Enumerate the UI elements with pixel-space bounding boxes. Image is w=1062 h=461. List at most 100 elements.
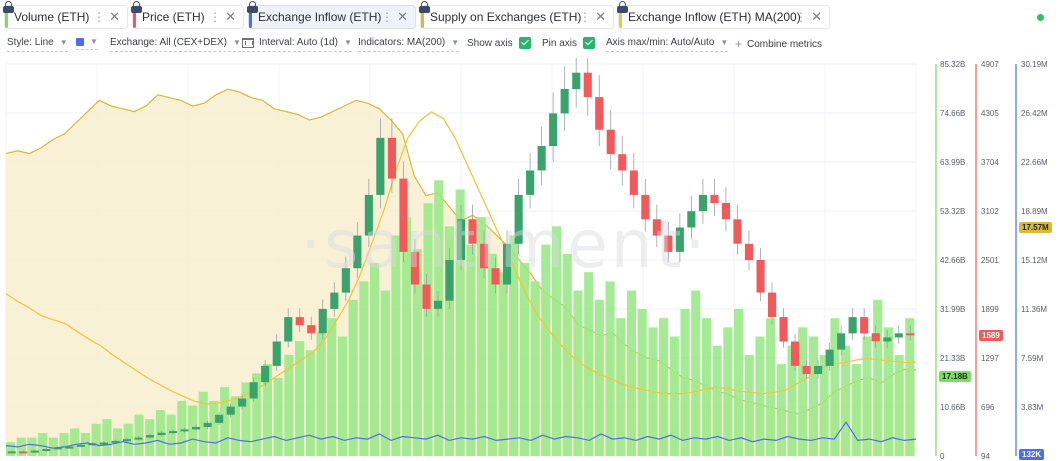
chart-toolbar: Style: Line ▼ ▼ Exchange: All (CEX+DEX) …: [0, 36, 1062, 54]
price-axis-tick: 4305: [981, 109, 999, 118]
more-options-icon[interactable]: ⋮: [795, 10, 807, 24]
volume-bar: [198, 391, 208, 456]
volume-bar: [862, 336, 872, 456]
price-axis-tick: 94: [981, 452, 990, 461]
chart-area[interactable]: ·santiment· 85.32B 74.66B 63.99B 53.32B 42.6…: [0, 58, 1062, 461]
volume-bar: [691, 290, 701, 456]
checkbox-checked-icon[interactable]: [583, 37, 596, 49]
volume-bar: [48, 437, 58, 456]
exchange-select[interactable]: Exchange: All (CEX+DEX) ▼: [110, 37, 241, 52]
volume-bar: [594, 299, 604, 456]
volume-bar: [423, 203, 433, 456]
volume-bar: [262, 364, 272, 456]
price-candle-up: [514, 194, 523, 244]
color-select[interactable]: ▼: [76, 37, 98, 50]
lock-icon: [131, 1, 142, 13]
tab-color-bar: [619, 6, 622, 28]
close-icon[interactable]: ✕: [109, 9, 120, 24]
volume-bar: [295, 341, 305, 456]
price-axis-tick: 4907: [981, 60, 999, 69]
volume-bar: [230, 396, 240, 456]
inflow-axis-tick: 3.83M: [1021, 403, 1044, 412]
tab-price[interactable]: Price (ETH) ⋮ ✕: [131, 1, 244, 29]
more-options-icon[interactable]: ⋮: [209, 10, 221, 24]
more-options-icon[interactable]: ⋮: [93, 10, 105, 24]
interval-select[interactable]: Interval: Auto (1d) ▼: [242, 37, 352, 52]
close-icon[interactable]: ✕: [811, 9, 822, 24]
tab-label: Exchange Inflow (ETH) MA(200): [628, 10, 801, 24]
pin-axis-toggle[interactable]: Pin axis: [542, 37, 596, 49]
volume-bar: [894, 354, 904, 456]
tab-volume[interactable]: Volume (ETH) ⋮ ✕: [3, 1, 128, 29]
show-axis-toggle[interactable]: Show axis: [467, 37, 531, 49]
price-candle-up: [560, 89, 569, 114]
price-candle-up: [848, 317, 857, 334]
color-swatch: [76, 37, 84, 46]
price-candle-down: [710, 194, 719, 203]
metrics-tab-bar: Volume (ETH) ⋮ ✕ Price (ETH) ⋮ ✕ Exchang…: [0, 0, 1062, 34]
volume-bar: [766, 318, 776, 456]
price-candle-up: [42, 449, 51, 451]
indicators-select[interactable]: Indicators: MA(200) ▼: [358, 37, 460, 52]
combine-metrics-button[interactable]: + Combine metrics: [735, 37, 822, 51]
price-candle-up: [825, 349, 834, 366]
volume-bar: [477, 217, 487, 456]
price-candle-up: [180, 429, 189, 432]
volume-bar: [851, 364, 861, 456]
price-candle-down: [480, 243, 489, 269]
price-candle-up: [675, 227, 684, 252]
close-icon[interactable]: ✕: [225, 9, 236, 24]
inflow-axis-tick: 7.59M: [1021, 354, 1044, 363]
volume-bar: [38, 433, 48, 456]
price-candle-down: [422, 284, 431, 309]
lock-icon: [247, 1, 258, 13]
volume-bar: [177, 400, 187, 456]
volume-bar: [402, 217, 412, 456]
more-options-icon[interactable]: ⋮: [381, 10, 393, 24]
volume-bar: [616, 318, 626, 456]
volume-bar: [16, 437, 26, 456]
price-candle-up: [433, 300, 442, 309]
inflow-axis-tick: 30.19M: [1021, 60, 1048, 69]
checkbox-checked-icon[interactable]: [518, 37, 531, 49]
tab-exchange-inflow-ma200[interactable]: Exchange Inflow (ETH) MA(200) ⋮ ✕: [617, 1, 830, 29]
price-candle-up: [526, 170, 535, 195]
more-options-icon[interactable]: ⋮: [579, 10, 591, 24]
price-candle-up: [238, 398, 247, 407]
axis-minmax-select[interactable]: Axis max/min: Auto/Auto ▼: [606, 37, 729, 52]
volume-bar: [59, 433, 69, 456]
volume-bar: [669, 336, 679, 456]
volume-bar: [498, 272, 508, 456]
tab-color-bar: [5, 6, 8, 28]
volume-axis-tick: 85.32B: [940, 60, 966, 69]
tab-color-bar: [249, 6, 252, 28]
volume-bar: [27, 437, 37, 456]
price-candle-up: [814, 365, 823, 374]
volume-bar: [166, 414, 176, 456]
price-candle-up: [503, 243, 512, 285]
pin-axis-label: Pin axis: [542, 37, 578, 49]
price-candle-up: [698, 194, 707, 212]
volume-bar: [273, 377, 283, 456]
price-candle-up: [30, 450, 39, 453]
style-select[interactable]: Style: Line ▼: [7, 37, 68, 52]
chart-canvas[interactable]: [0, 58, 1062, 461]
volume-bar: [6, 442, 16, 456]
tab-supply-on-exchanges[interactable]: Supply on Exchanges (ETH) ⋮ ✕: [419, 1, 614, 29]
volume-bar: [712, 345, 722, 456]
price-axis-tick: 2501: [981, 256, 999, 265]
close-icon[interactable]: ✕: [397, 9, 408, 24]
tab-exchange-inflow[interactable]: Exchange Inflow (ETH) ⋮ ✕: [247, 1, 416, 29]
volume-bar: [188, 405, 198, 456]
volume-bar: [220, 387, 230, 456]
volume-bar: [412, 249, 422, 456]
volume-bar: [637, 309, 647, 456]
price-candle-down: [583, 72, 592, 98]
price-candle-down: [295, 317, 304, 326]
close-icon[interactable]: ✕: [595, 9, 606, 24]
volume-bar: [659, 318, 669, 456]
volume-bar: [370, 263, 380, 456]
price-candle-up: [272, 341, 281, 366]
chevron-down-icon: ▼: [451, 38, 460, 47]
volume-bar: [305, 350, 315, 456]
